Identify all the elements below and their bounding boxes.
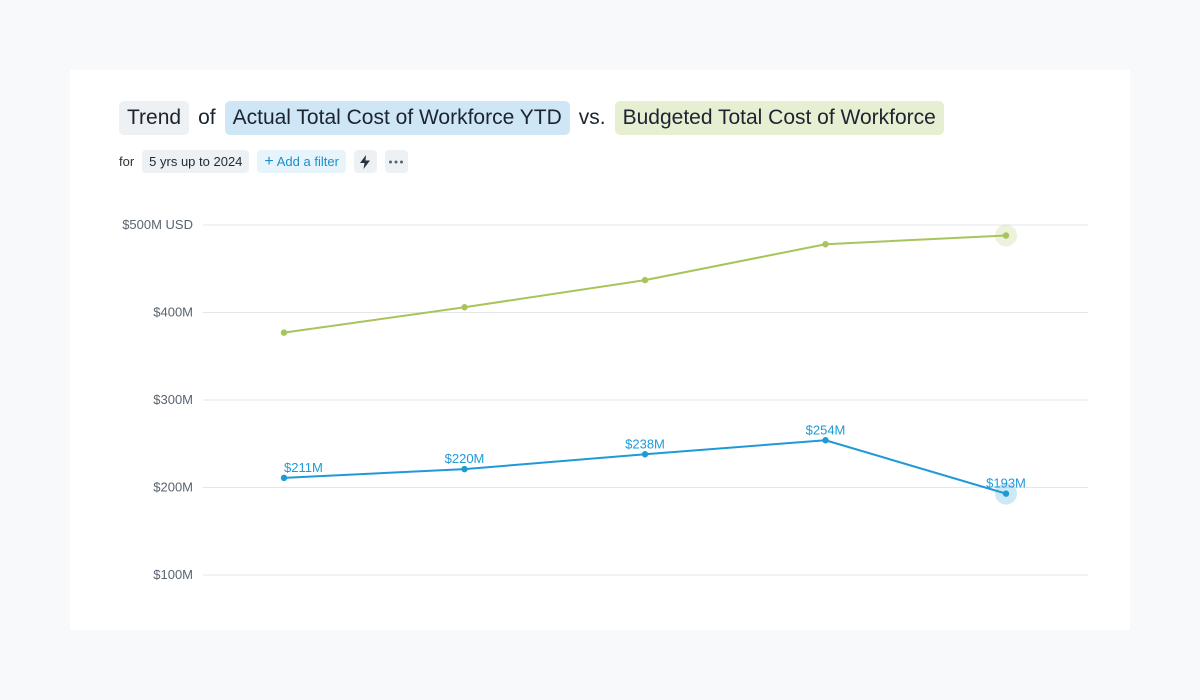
actual-data-point — [280, 474, 288, 482]
data-label: $220M — [445, 451, 485, 466]
y-tick-label: $400M — [153, 305, 193, 320]
line-chart: $500M USD $400M $300M $200M $100M $211M $220M $… — [122, 217, 1088, 582]
chart-title: Trend of Actual Total Cost of Workforce … — [119, 101, 944, 135]
more-button[interactable] — [384, 150, 408, 173]
data-label: $254M — [806, 422, 846, 437]
budget-data-point — [641, 276, 649, 284]
y-tick-label: $300M — [153, 392, 193, 407]
y-tick-label: $200M — [153, 480, 193, 495]
vs-text: vs. — [578, 106, 606, 129]
trend-chip[interactable]: Trend — [119, 101, 190, 135]
actual-data-point — [1002, 490, 1010, 497]
budget-data-point — [280, 329, 288, 336]
lightning-button[interactable] — [353, 150, 377, 173]
add-filter-label: Add a filter — [276, 154, 339, 169]
filter-row: for 5 yrs up to 2024 + Add a filter — [119, 150, 408, 173]
chart-card: Trend of Actual Total Cost of Workforce … — [70, 70, 1130, 630]
actual-metric-chip[interactable]: Actual Total Cost of Workforce YTD — [224, 101, 570, 135]
budget-data-point — [822, 241, 829, 248]
lightning-icon — [360, 154, 371, 169]
y-tick-label: $500M USD — [122, 217, 193, 232]
budget-data-point — [1002, 232, 1010, 239]
data-label: $193M — [986, 476, 1026, 491]
of-text: of — [198, 106, 216, 129]
actual-data-point — [461, 465, 468, 473]
data-label: $211M — [284, 460, 323, 475]
y-tick-label: $100M — [153, 567, 193, 582]
plus-icon: + — [264, 152, 274, 170]
period-filter[interactable]: 5 yrs up to 2024 — [142, 150, 250, 173]
for-label: for — [119, 154, 135, 169]
actual-data-point — [641, 451, 649, 458]
actual-data-point — [822, 437, 829, 444]
budget-metric-chip[interactable]: Budgeted Total Cost of Workforce — [614, 101, 944, 135]
budget-data-point — [461, 304, 468, 311]
budget-series-line — [283, 234, 1007, 334]
more-icon — [389, 160, 404, 163]
add-filter-button[interactable]: + Add a filter — [257, 150, 346, 173]
data-label: $238M — [625, 436, 665, 451]
